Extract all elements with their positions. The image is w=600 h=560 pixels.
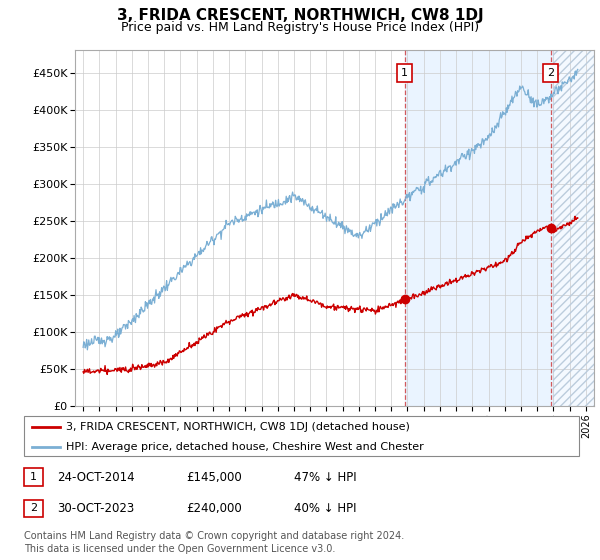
Text: 2: 2 [547,68,554,78]
Text: Price paid vs. HM Land Registry's House Price Index (HPI): Price paid vs. HM Land Registry's House … [121,21,479,34]
Text: £240,000: £240,000 [186,502,242,515]
Text: 1: 1 [30,472,37,482]
Text: Contains HM Land Registry data © Crown copyright and database right 2024.
This d: Contains HM Land Registry data © Crown c… [24,531,404,554]
Text: 30-OCT-2023: 30-OCT-2023 [57,502,134,515]
Bar [553,50,594,406]
Text: £145,000: £145,000 [186,470,242,484]
Text: 3, FRIDA CRESCENT, NORTHWICH, CW8 1DJ: 3, FRIDA CRESCENT, NORTHWICH, CW8 1DJ [116,8,484,24]
Text: 1: 1 [401,68,408,78]
Text: 3, FRIDA CRESCENT, NORTHWICH, CW8 1DJ (detached house): 3, FRIDA CRESCENT, NORTHWICH, CW8 1DJ (d… [65,422,409,432]
Text: 2: 2 [30,503,37,514]
Text: 40% ↓ HPI: 40% ↓ HPI [294,502,356,515]
Text: HPI: Average price, detached house, Cheshire West and Chester: HPI: Average price, detached house, Ches… [65,442,424,452]
Bar [553,36,594,406]
Text: 47% ↓ HPI: 47% ↓ HPI [294,470,356,484]
Bar [404,50,553,406]
Text: 24-OCT-2014: 24-OCT-2014 [57,470,134,484]
